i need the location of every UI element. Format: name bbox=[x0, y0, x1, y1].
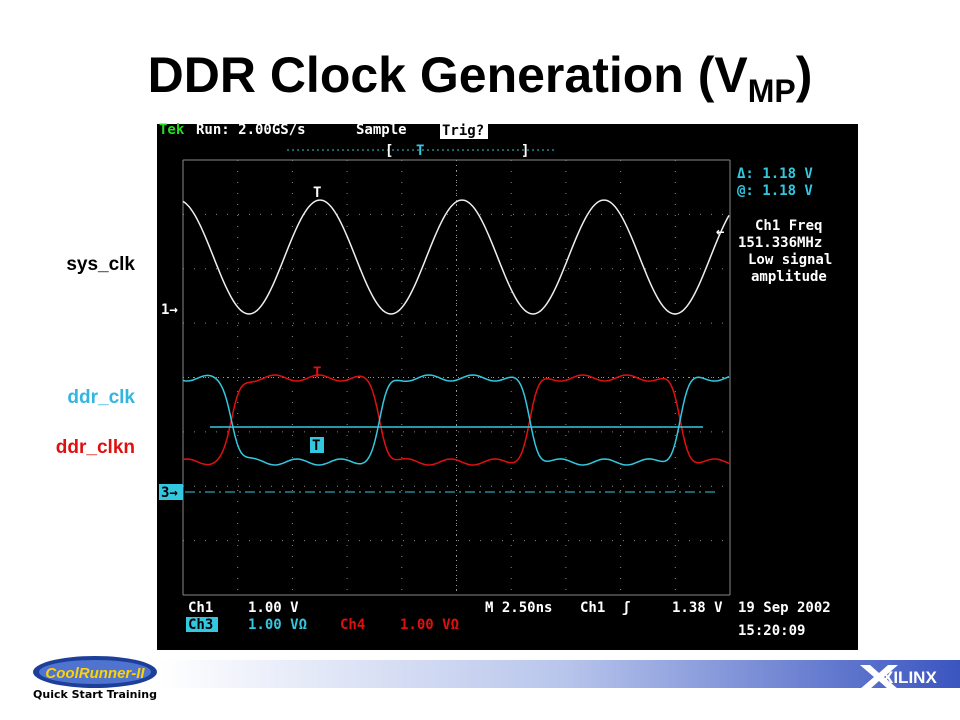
channel-label: Ch3 bbox=[188, 617, 213, 633]
cursor-delta: Δ: 1.18 V bbox=[737, 166, 813, 182]
trigger-marker: T bbox=[312, 438, 320, 454]
marker-box bbox=[310, 437, 324, 453]
date: 19 Sep 2002 bbox=[738, 600, 831, 616]
trigger-level-marker: ← bbox=[716, 224, 724, 240]
footer-course: Quick Start Training bbox=[33, 688, 157, 701]
signal-label: sys_clk bbox=[66, 254, 135, 275]
brand-mark bbox=[860, 665, 898, 689]
title-close: ) bbox=[796, 47, 813, 103]
bracket: [ bbox=[385, 143, 393, 159]
ground-marker: 3→ bbox=[161, 485, 178, 501]
title-main: DDR Clock Generation (V bbox=[148, 47, 749, 103]
trigger-box bbox=[440, 123, 488, 139]
measure-note: Low signal bbox=[748, 252, 832, 268]
trigger-marker: T bbox=[313, 365, 321, 381]
ch3-waveform bbox=[182, 374, 730, 466]
measure-name: Ch1 Freq bbox=[755, 218, 822, 234]
graticule bbox=[182, 159, 731, 596]
trigger-marker: T bbox=[313, 185, 321, 201]
signal-label: ddr_clkn bbox=[56, 437, 135, 458]
cursor-at: @: 1.18 V bbox=[737, 183, 813, 199]
brand: Tek bbox=[159, 122, 185, 138]
logo-inner bbox=[39, 660, 151, 684]
oscilloscope: Tek Run: 2.00GS/s Sample Trig? [ T ] Δ: … bbox=[157, 122, 858, 650]
measure-note: amplitude bbox=[751, 269, 827, 285]
title-sub: MP bbox=[748, 73, 796, 109]
trigger-slope: ʃ bbox=[622, 600, 630, 616]
channel-scale: 1.00 V bbox=[248, 600, 299, 616]
scope-screen bbox=[157, 124, 858, 650]
ch1-waveform bbox=[182, 199, 730, 315]
trigger-source: Ch1 bbox=[580, 600, 605, 616]
trigger-position: T bbox=[416, 143, 424, 159]
marker-box bbox=[159, 484, 183, 500]
footer-brand: XILINX bbox=[882, 668, 937, 687]
footer-bar bbox=[160, 660, 960, 688]
footer-logo: CoolRunner-II bbox=[45, 665, 145, 682]
waveforms bbox=[182, 199, 730, 493]
channel-box bbox=[186, 617, 218, 632]
trigger-level: 1.38 V bbox=[672, 600, 723, 616]
channel-scale: 1.00 VΩ bbox=[248, 617, 307, 633]
acq-mode: Sample bbox=[356, 122, 407, 138]
bracket: ] bbox=[521, 143, 529, 159]
ground-marker: 1→ bbox=[161, 302, 178, 318]
channel-label: Ch4 bbox=[340, 617, 365, 633]
time: 15:20:09 bbox=[738, 623, 805, 639]
signal-label: ddr_clk bbox=[67, 387, 135, 408]
trigger-status: Trig? bbox=[442, 123, 484, 139]
slide-title: DDR Clock Generation (VMP) bbox=[148, 47, 813, 109]
channel-scale: 1.00 VΩ bbox=[400, 617, 459, 633]
ch4-waveform bbox=[182, 374, 730, 466]
timebase: M 2.50ns bbox=[485, 600, 552, 616]
channel-label: Ch1 bbox=[188, 600, 213, 616]
run-status: Run: 2.00GS/s bbox=[196, 122, 306, 138]
measure-value: 151.336MHz bbox=[738, 235, 822, 251]
